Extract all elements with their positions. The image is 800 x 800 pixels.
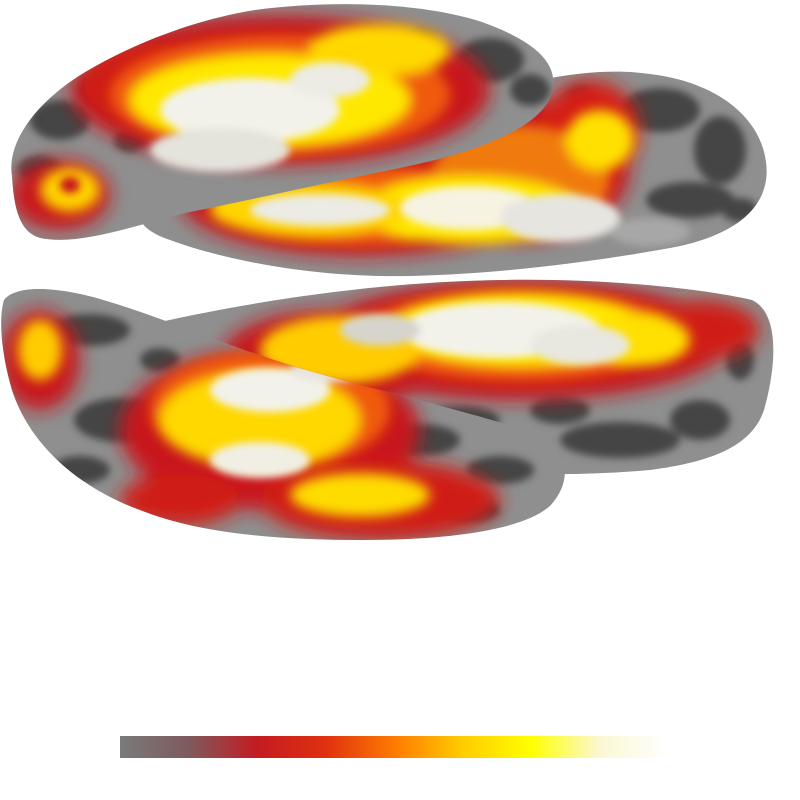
colorbar [120, 736, 668, 758]
top-hemisphere-front [11, 4, 554, 240]
